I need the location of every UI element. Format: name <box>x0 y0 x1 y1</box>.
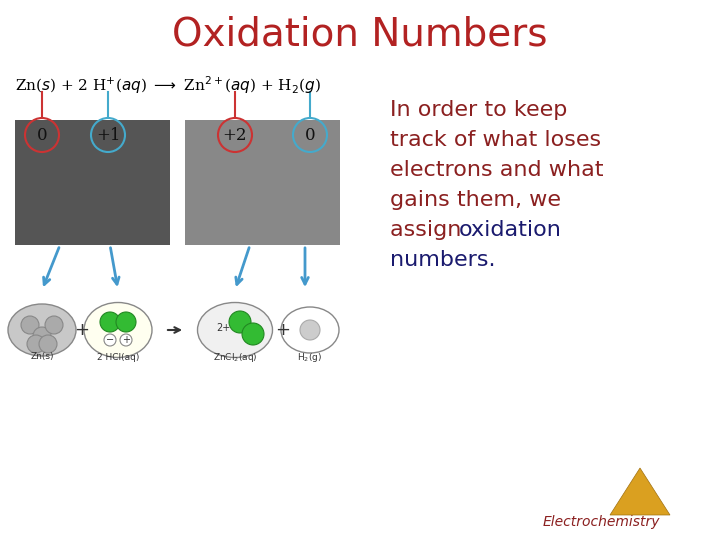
Text: +1: +1 <box>96 126 120 144</box>
Text: 0: 0 <box>37 126 48 144</box>
Text: H$_2$(g): H$_2$(g) <box>297 350 323 363</box>
Text: electrons and what: electrons and what <box>390 160 603 180</box>
Text: +: + <box>74 321 89 339</box>
Text: 2+: 2+ <box>216 323 230 333</box>
Circle shape <box>116 312 136 332</box>
Circle shape <box>229 311 251 333</box>
Text: +: + <box>122 335 130 345</box>
Text: assign: assign <box>390 220 469 240</box>
Circle shape <box>33 327 51 345</box>
Polygon shape <box>610 468 670 515</box>
Text: Oxidation Numbers: Oxidation Numbers <box>172 16 548 54</box>
Text: track of what loses: track of what loses <box>390 130 601 150</box>
Text: 0: 0 <box>305 126 315 144</box>
Text: Zn($s$) + 2 H$^{+}$($aq$) $\longrightarrow$ Zn$^{2+}$($aq$) + H$_{2}$($g$): Zn($s$) + 2 H$^{+}$($aq$) $\longrightarr… <box>15 74 321 96</box>
Ellipse shape <box>8 304 76 356</box>
Text: oxidation: oxidation <box>459 220 562 240</box>
Ellipse shape <box>84 302 152 357</box>
Text: ZnCl$_2$(aq): ZnCl$_2$(aq) <box>213 350 257 363</box>
Text: Electrochemistry: Electrochemistry <box>542 515 660 529</box>
Text: 2 HCl(aq): 2 HCl(aq) <box>96 353 139 361</box>
Circle shape <box>242 323 264 345</box>
Circle shape <box>27 335 45 353</box>
Text: −: − <box>106 335 114 345</box>
Circle shape <box>104 334 116 346</box>
Bar <box>15 120 170 245</box>
Circle shape <box>21 316 39 334</box>
Bar <box>185 120 340 245</box>
Text: numbers.: numbers. <box>390 250 495 270</box>
Text: +2: +2 <box>222 126 247 144</box>
Circle shape <box>100 312 120 332</box>
Circle shape <box>120 334 132 346</box>
Text: In order to keep: In order to keep <box>390 100 567 120</box>
Text: +: + <box>276 321 290 339</box>
Circle shape <box>45 316 63 334</box>
Circle shape <box>39 335 57 353</box>
Text: gains them, we: gains them, we <box>390 190 561 210</box>
Ellipse shape <box>281 307 339 353</box>
Ellipse shape <box>197 302 272 357</box>
Text: Zn(s): Zn(s) <box>30 353 54 361</box>
Circle shape <box>300 320 320 340</box>
